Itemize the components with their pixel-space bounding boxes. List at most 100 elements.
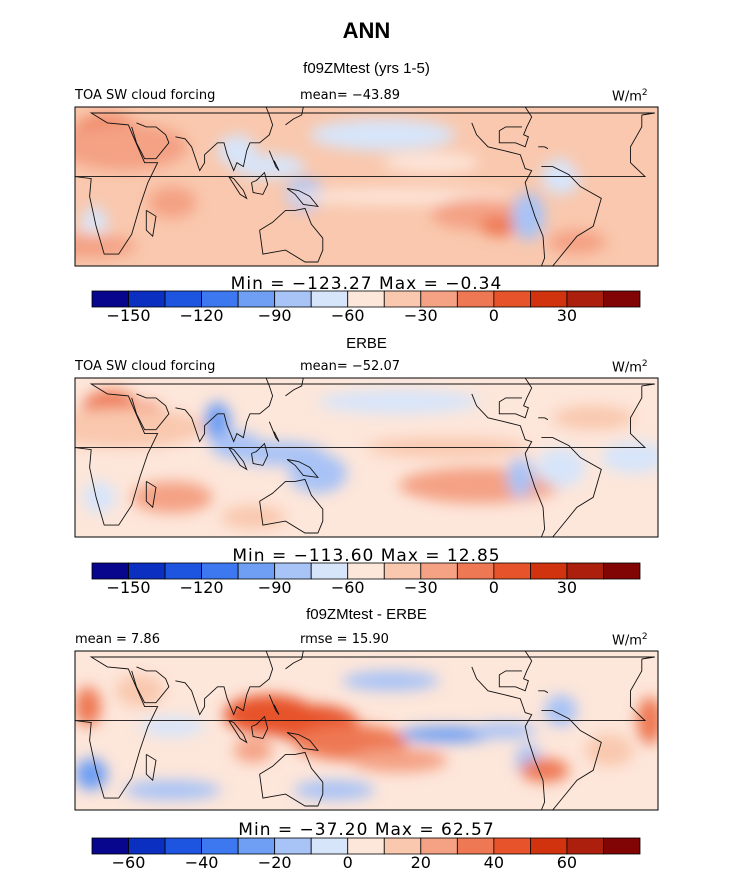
coastline [538,417,549,421]
coastline [268,150,280,171]
panel-subtitle: f09ZMtest (yrs 1-5) [303,60,430,77]
colorbar-swatch [347,290,385,308]
colorbar-swatch [493,837,531,855]
units-exponent: 2 [641,632,648,642]
coastline [75,112,655,255]
coastline [498,378,533,419]
coastline [175,378,274,443]
colorbar-swatch [274,562,312,580]
colorbar-tick-label: −120 [180,578,224,597]
map-frame [74,106,659,267]
contour-region [233,738,273,763]
colorbar: −150 −120 −90 −60 −30 0 30 [91,562,641,597]
colorbar-stats: Min = −37.20 Max = 62.57 [238,820,495,840]
contour-region [398,467,561,504]
coastlines [75,651,655,810]
coastline [268,421,280,442]
coastline [541,166,602,266]
colorbar-tick-label: 0 [489,306,499,325]
coastline [538,146,549,150]
coastlines [75,107,655,266]
contour-region [131,481,213,514]
contour-region [285,210,351,235]
coastline [471,122,546,266]
contour-region [123,780,221,801]
contour-region [552,405,634,430]
colorbar-stats: Min = −113.60 Max = 12.85 [232,546,501,566]
map-panel [75,378,658,537]
colorbar: −60 −40 −20 0 20 40 60 [91,837,641,872]
contour-region [507,457,534,498]
panel-units: W/m2 [612,632,648,648]
contour-region [139,716,205,737]
colorbar-tick-label: −150 [107,306,151,325]
units-exponent: 2 [641,359,648,369]
colorbar-swatch [237,290,276,308]
coastline [538,690,549,694]
coastline [541,710,602,810]
panel-label-left: TOA SW cloud forcing [75,359,216,374]
colorbar-swatch [566,837,604,855]
coastline [285,651,304,670]
contour-region [350,748,448,773]
contour-field [75,389,658,530]
coastline [145,481,157,509]
contour-region [220,505,286,530]
contour-region [382,152,480,173]
units-base: W/m [612,360,642,376]
coastline [175,651,274,716]
contour-region [471,722,537,739]
colorbar-tick-label: 40 [484,853,504,872]
colorbar-swatch [566,562,604,580]
coastline [131,666,170,704]
coastline [131,122,170,160]
colorbar-tick-label: 20 [411,853,431,872]
colorbar-swatch [310,837,349,855]
contour-region [147,186,197,219]
colorbar-tick-label: −90 [258,578,292,597]
contour-region [75,122,189,171]
contour-region [293,780,375,801]
colorbar-swatch [91,290,129,308]
units-base: W/m [612,89,642,105]
coastline [285,378,304,397]
colorbar-swatch [201,290,239,308]
coastline [286,732,319,752]
colorbar-swatch [128,837,166,855]
colorbar-tick-label: −60 [331,306,365,325]
colorbar-swatch [456,562,495,580]
colorbar-tick-label: −90 [258,306,292,325]
contour-region [75,758,108,791]
colorbar-tick-label: 0 [489,578,499,597]
contour-region [636,696,658,745]
colorbar-tick-label: −60 [112,853,146,872]
contour-region [204,401,231,442]
colorbar-tick-label: −30 [404,578,438,597]
colorbar-swatch [128,290,166,308]
colorbar-swatch [91,837,129,855]
colorbar-tick-label: −30 [404,306,438,325]
map-frame [74,650,659,811]
colorbar-tick-label: 30 [557,306,577,325]
colorbar-swatch [347,562,385,580]
colorbar-swatch [201,837,239,855]
colorbar-swatch [530,562,568,580]
coastline [251,715,269,740]
coastline [75,656,655,799]
panel-label-left: mean = 7.86 [75,632,160,647]
units-base: W/m [612,633,642,649]
map-panel [75,107,658,266]
panel-label-left: TOA SW cloud forcing [75,88,216,103]
coastline [286,188,319,208]
coastline [175,107,274,172]
coastline [145,754,157,782]
page-title: ANN [342,18,391,43]
coastline [251,442,269,466]
colorbar-tick-label: −60 [331,578,365,597]
colorbar-tick-label: −40 [185,853,219,872]
colorbar-swatch [164,290,202,308]
colorbar-swatch [420,837,458,855]
colorbar-swatch [530,837,568,855]
colorbar-swatch [128,562,166,580]
